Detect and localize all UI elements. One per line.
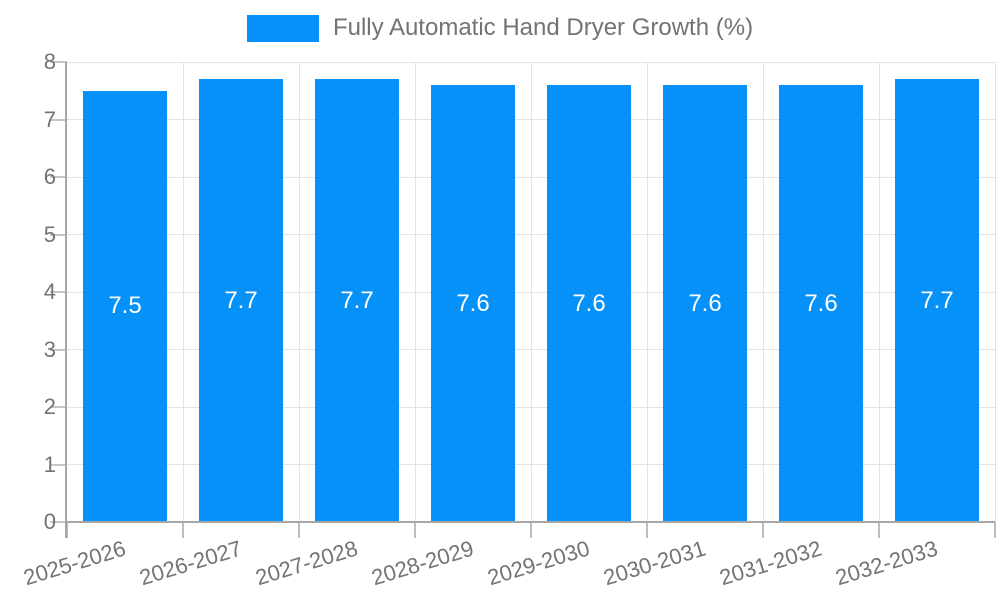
x-tick-mark <box>530 522 532 538</box>
x-tick-mark <box>414 522 416 538</box>
y-axis-label: 0 <box>43 509 56 534</box>
y-tick-mark <box>50 291 67 293</box>
y-axis-label: 6 <box>43 164 56 189</box>
x-gridline <box>878 62 880 522</box>
y-tick-mark <box>50 521 67 523</box>
x-tick-mark <box>994 522 996 538</box>
bar <box>315 79 399 522</box>
x-axis-line <box>67 521 995 523</box>
y-tick-mark <box>50 463 67 466</box>
y-tick-mark <box>50 61 67 63</box>
legend-label: Fully Automatic Hand Dryer Growth (%) <box>332 14 754 41</box>
bar-value-label: 7.5 <box>108 292 142 320</box>
bar <box>895 79 979 522</box>
bar-value-label: 7.7 <box>224 286 258 314</box>
bar <box>83 90 167 522</box>
x-tick-mark <box>878 522 880 538</box>
x-gridline <box>530 62 532 522</box>
x-gridline <box>994 62 996 522</box>
y-axis-label: 1 <box>43 451 56 477</box>
y-axis-label: 4 <box>43 279 56 304</box>
y-tick-mark <box>50 176 67 178</box>
y-tick-mark <box>50 233 67 236</box>
bar <box>547 85 631 522</box>
x-gridline <box>646 62 648 522</box>
y-axis-label: 5 <box>43 221 56 247</box>
bar-value-label: 7.7 <box>920 286 954 314</box>
y-axis-label: 2 <box>43 394 56 419</box>
y-tick-mark <box>50 406 67 408</box>
x-tick-mark <box>66 522 68 538</box>
bar-value-label: 7.6 <box>456 289 490 317</box>
legend-color-swatch <box>246 14 319 42</box>
y-tick-mark <box>50 348 67 351</box>
bar-value-label: 7.6 <box>688 289 722 317</box>
y-tick-mark <box>50 118 67 121</box>
bar-value-label: 7.6 <box>804 289 838 317</box>
bar <box>779 85 863 522</box>
x-tick-mark <box>646 522 648 538</box>
bar-value-label: 7.6 <box>572 289 606 317</box>
y-axis-label: 7 <box>43 106 56 132</box>
bar <box>199 79 283 522</box>
y-axis-line <box>65 62 67 538</box>
x-gridline <box>182 62 184 522</box>
x-gridline <box>298 62 300 522</box>
y-axis-label: 3 <box>43 336 56 362</box>
x-tick-mark <box>182 522 184 538</box>
y-axis-label: 8 <box>43 49 56 74</box>
bar <box>663 85 747 522</box>
bar <box>431 85 515 522</box>
x-gridline <box>762 62 764 522</box>
x-tick-mark <box>298 522 300 538</box>
chart-legend: Fully Automatic Hand Dryer Growth (%) <box>0 14 1000 42</box>
x-tick-mark <box>762 522 764 538</box>
x-gridline <box>414 62 416 522</box>
bar-value-label: 7.7 <box>340 286 374 314</box>
